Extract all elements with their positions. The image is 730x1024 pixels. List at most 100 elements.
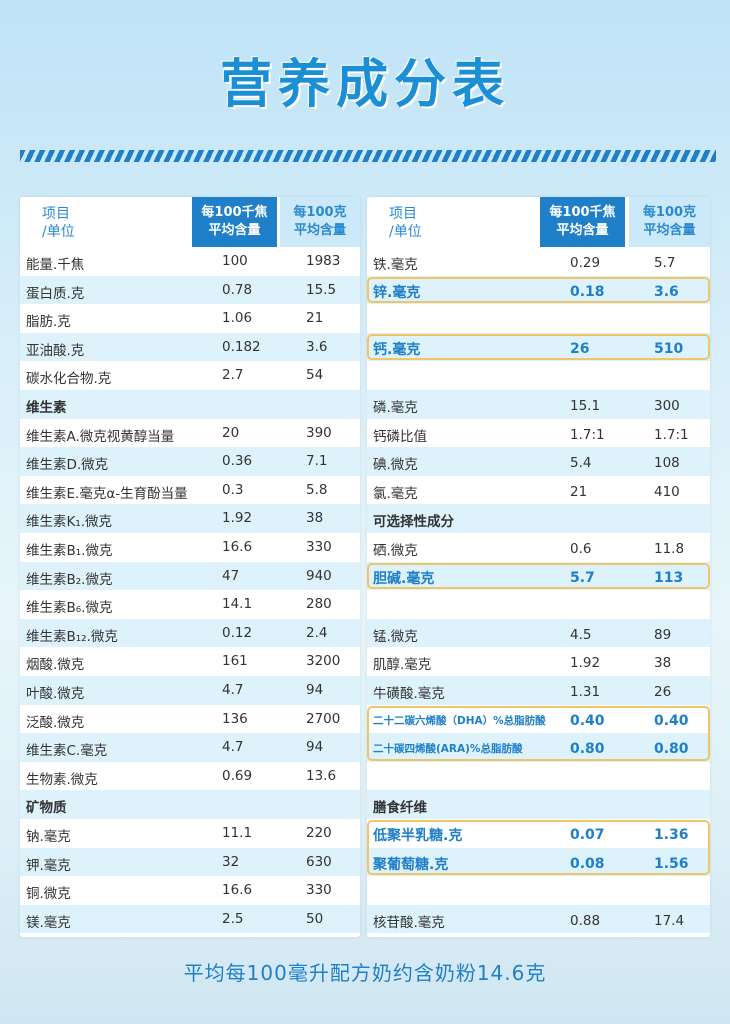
value-per-100kj: 0.80 <box>570 741 605 758</box>
value-per-100g: 300 <box>654 398 680 414</box>
value-per-100g: 3.6 <box>654 283 679 300</box>
value-per-100g: 94 <box>306 682 324 698</box>
value-per-100g: 280 <box>306 596 332 613</box>
value-per-100kj: 161 <box>222 653 248 670</box>
row-label: 钾.毫克 <box>26 857 71 874</box>
value-per-100kj: 1.92 <box>222 510 253 527</box>
table-row: 氯.毫克 21 410 <box>367 476 710 505</box>
row-label: 锌.毫克 <box>373 284 421 301</box>
value-per-100g: 1.36 <box>654 827 689 843</box>
value-per-100kj: 5.4 <box>570 455 592 472</box>
value-per-100kj: 4.5 <box>570 626 592 643</box>
row-label: 胆碱.毫克 <box>373 570 435 587</box>
value-per-100kj: 0.18 <box>570 283 605 300</box>
value-per-100kj: 0.07 <box>570 827 605 843</box>
value-per-100g: 1.7:1 <box>654 426 689 443</box>
row-label: 镁.毫克 <box>26 914 71 931</box>
table-row: 锰.微克 4.5 89 <box>367 618 710 648</box>
value-per-100kj: 2.7 <box>222 367 244 384</box>
table-row: 维生素D.微克 0.36 7.1 <box>20 447 360 476</box>
table-row <box>367 304 710 333</box>
row-label: 钠.毫克 <box>26 829 71 845</box>
row-label: 叶酸.微克 <box>26 686 85 702</box>
value-per-100g: 3200 <box>306 653 341 670</box>
table-row: 钠.毫克 11.1 220 <box>20 819 360 848</box>
row-label: 钙磷比值 <box>373 428 427 445</box>
table-row: 聚葡萄糖.克 0.08 1.56 <box>367 847 710 877</box>
table-row: 碳水化合物.克 2.7 54 <box>20 361 360 390</box>
value-per-100g: 13.6 <box>306 767 337 784</box>
row-label: 维生素E.毫克α-生育酚当量 <box>26 485 188 502</box>
table-row: 泛酸.微克 136 2700 <box>20 705 360 734</box>
table-row: 维生素B₆.微克 14.1 280 <box>20 590 360 619</box>
table-row: 铜.微克 16.6 330 <box>20 876 360 905</box>
row-label: 生物素.微克 <box>26 771 98 788</box>
value-per-100g: 26 <box>654 684 672 700</box>
row-label: 硒.微克 <box>373 543 418 559</box>
table-row: 肌醇.毫克 1.92 38 <box>367 647 710 676</box>
table-row: 矿物质 <box>20 790 360 819</box>
table-row: 生物素.微克 0.69 13.6 <box>20 762 360 791</box>
value-per-100kj: 47 <box>222 567 240 584</box>
row-label: 膳食纤维 <box>373 800 427 817</box>
row-label: 铜.微克 <box>26 886 71 903</box>
row-label: 二十碳四烯酸(ARA)%总脂肪酸 <box>373 743 523 756</box>
value-per-100g: 410 <box>654 483 680 500</box>
header-per-100g: 每100克 平均含量 <box>629 197 710 247</box>
value-per-100g: 38 <box>654 655 672 672</box>
table-row: 碘.微克 5.4 108 <box>367 447 710 476</box>
row-label: 维生素B₂.微克 <box>26 571 113 588</box>
row-label: 钙.毫克 <box>373 341 421 358</box>
table-row <box>367 590 710 619</box>
nutrition-table-right: 项目 /单位 每100千焦 平均含量 每100克 平均含量 铁.毫克 0.29 5.… <box>367 197 710 937</box>
value-per-100kj: 4.7 <box>222 682 244 698</box>
value-per-100kj: 0.36 <box>222 453 253 470</box>
table-row <box>367 876 710 905</box>
table-row <box>367 762 710 791</box>
row-label: 牛磺酸.毫克 <box>373 686 445 702</box>
value-per-100kj: 0.182 <box>222 338 261 355</box>
table-row: 烟酸.微克 161 3200 <box>20 647 360 676</box>
value-per-100g: 94 <box>306 739 324 756</box>
table-row: 维生素E.毫克α-生育酚当量 0.3 5.8 <box>20 476 360 505</box>
table-row: 锌.毫克 0.18 3.6 <box>367 275 710 305</box>
table-row: 钙磷比值 1.7:1 1.7:1 <box>367 419 710 448</box>
value-per-100kj: 1.31 <box>570 684 601 700</box>
value-per-100kj: 0.08 <box>570 855 605 872</box>
value-per-100kj: 16.6 <box>222 882 253 899</box>
value-per-100g: 54 <box>306 367 324 384</box>
table-row: 胆碱.毫克 5.7 113 <box>367 561 710 591</box>
table-row: 维生素 <box>20 390 360 419</box>
table-row: 膳食纤维 <box>367 790 710 819</box>
table-row: 亚油酸.克 0.182 3.6 <box>20 332 360 362</box>
page-title: 营养成分表 <box>219 55 510 115</box>
table-row: 钙.毫克 26 510 <box>367 332 710 362</box>
table-row: 维生素A.微克视黄醇当量 20 390 <box>20 419 360 448</box>
row-label: 肌醇.毫克 <box>373 657 432 674</box>
table-row: 硒.微克 0.6 11.8 <box>367 533 710 562</box>
value-per-100kj: 4.7 <box>222 739 244 756</box>
table-row: 镁.毫克 2.5 50 <box>20 904 360 934</box>
value-per-100kj: 2.5 <box>222 910 244 927</box>
value-per-100kj: 1.06 <box>222 310 253 327</box>
row-label: 维生素A.微克视黄醇当量 <box>26 428 175 445</box>
value-per-100g: 38 <box>306 510 324 527</box>
value-per-100g: 21 <box>306 310 324 327</box>
row-label: 矿物质 <box>26 800 67 817</box>
table-row: 维生素B₂.微克 47 940 <box>20 561 360 591</box>
value-per-100kj: 14.1 <box>222 596 253 613</box>
value-per-100g: 7.1 <box>306 453 328 470</box>
value-per-100g: 510 <box>654 340 684 357</box>
table-header: 项目 /单位 每100千焦 平均含量 每100克 平均含量 <box>367 197 710 247</box>
row-label: 维生素B₁.微克 <box>26 543 113 559</box>
table-row: 可选择性成分 <box>367 504 710 533</box>
value-per-100kj: 1.7:1 <box>570 426 605 443</box>
header-per-100kj: 每100千焦 平均含量 <box>192 197 277 247</box>
row-label: 聚葡萄糖.克 <box>373 856 449 873</box>
row-label: 铁.毫克 <box>373 257 418 273</box>
value-per-100g: 330 <box>306 539 332 555</box>
value-per-100g: 0.80 <box>654 741 689 758</box>
row-label: 维生素B₆.微克 <box>26 600 113 617</box>
row-label: 碘.微克 <box>373 457 418 474</box>
table-row: 叶酸.微克 4.7 94 <box>20 676 360 705</box>
